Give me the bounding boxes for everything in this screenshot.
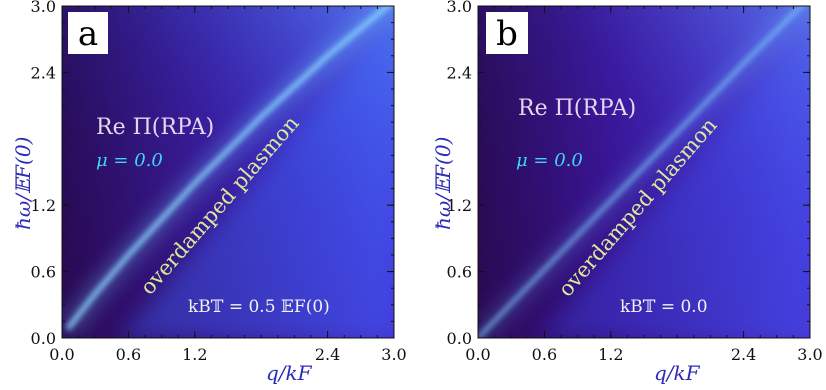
panel-a-x-tick-label: 3.0 [381,345,406,364]
panel-b: 0.0 0.6 1.2 2.4 3.0 0.0 0.6 1.2 2.4 3.0 b Re Π(RP… [431,0,823,385]
panel-b-x-tick-label: 3.0 [797,345,822,364]
panel-b-x-tick-label: 0.6 [532,345,557,364]
panel-a-letter: a [78,14,98,54]
panel-a-mu-label: μ = 0.0 [96,150,163,171]
panel-a-quantity-label: Re Π(RPA) [96,115,214,140]
panel-b-quantity-label: Re Π(RPA) [518,96,636,121]
panel-b-y-tick-label: 1.2 [447,196,472,215]
panel-b-x-tick-label: 2.4 [731,345,756,364]
panel-a-y-tick-label: 2.4 [31,63,56,82]
panel-a-temperature-label: kB𝕋 = 0.5 𝔼F(0) [188,297,330,317]
panel-b-letter-box [486,12,528,54]
plasmon-branch-a [65,6,392,331]
panel-a-y-tick-label: 3.0 [31,0,56,16]
plasmon-branch-b [478,6,804,338]
panel-b-letter: b [496,14,518,54]
panel-b-y-tick-label: 2.4 [447,63,472,82]
panel-a-x-tick-label: 2.4 [315,345,340,364]
panel-a-xlabel: q/kF [266,361,313,385]
panel-a-y-tick-label: 0.0 [31,329,56,348]
panel-b-ticks: 0.0 0.6 1.2 2.4 3.0 0.0 0.6 1.2 2.4 3.0 [447,0,823,364]
panel-b-x-tick-label: 1.2 [598,345,623,364]
panel-a-x-tick-label: 0.6 [116,345,141,364]
panel-b-y-tick-label: 3.0 [447,0,472,16]
panel-a-y-tick-label: 1.2 [31,196,56,215]
panel-a-letter-box [68,12,108,54]
panel-b-y-tick-label: 0.6 [447,263,472,282]
panel-a: 0.0 0.6 1.2 2.4 3.0 0.0 0.6 1.2 2.4 3.0 a Re Π(RP… [11,0,407,385]
panel-b-ylabel: ħω/𝔼F(0) [431,137,455,230]
panel-b-x-tick-label: 0.0 [465,345,490,364]
panel-b-mu-label: μ = 0.0 [516,150,583,171]
panel-a-ylabel: ħω/𝔼F(0) [11,137,35,230]
panel-a-ticks: 0.0 0.6 1.2 2.4 3.0 0.0 0.6 1.2 2.4 3.0 [31,0,407,364]
panel-b-xlabel: q/kF [654,361,701,385]
panel-a-y-tick-label: 0.6 [31,263,56,282]
panel-b-temperature-label: kB𝕋 = 0.0 [620,297,708,317]
panel-a-x-tick-label: 0.0 [49,345,74,364]
panel-a-x-tick-label: 1.2 [182,345,207,364]
panel-b-y-tick-label: 0.0 [447,329,472,348]
